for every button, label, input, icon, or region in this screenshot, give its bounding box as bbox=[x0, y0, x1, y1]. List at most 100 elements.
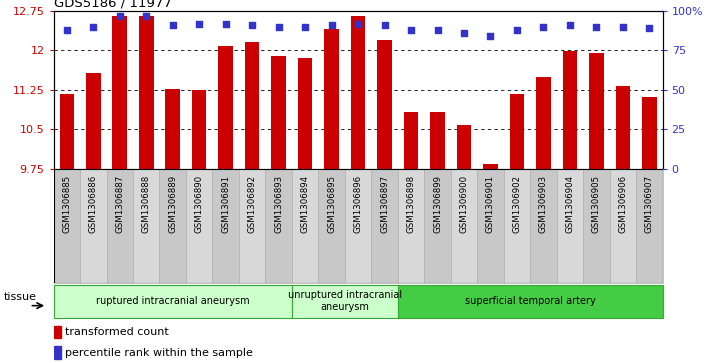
Text: GSM1306888: GSM1306888 bbox=[142, 175, 151, 233]
Point bbox=[564, 22, 575, 28]
Bar bbox=[239, 169, 266, 283]
Bar bbox=[54, 326, 61, 338]
Bar bbox=[318, 169, 345, 283]
Bar bbox=[133, 169, 159, 283]
Point bbox=[511, 27, 523, 33]
Point bbox=[141, 13, 152, 19]
Point bbox=[485, 33, 496, 39]
Bar bbox=[615, 86, 630, 169]
Point bbox=[406, 27, 417, 33]
Point bbox=[353, 21, 364, 26]
Text: GSM1306906: GSM1306906 bbox=[618, 175, 628, 233]
Text: GSM1306889: GSM1306889 bbox=[169, 175, 177, 233]
Bar bbox=[642, 97, 657, 169]
Point bbox=[643, 25, 655, 31]
Text: GSM1306905: GSM1306905 bbox=[592, 175, 601, 233]
Text: GSM1306887: GSM1306887 bbox=[115, 175, 124, 233]
Bar bbox=[451, 169, 477, 283]
Bar bbox=[457, 125, 471, 169]
Bar bbox=[139, 16, 154, 169]
Bar bbox=[503, 169, 531, 283]
Bar bbox=[483, 163, 498, 169]
Bar bbox=[583, 169, 610, 283]
Bar bbox=[59, 94, 74, 169]
Bar bbox=[531, 169, 557, 283]
Bar bbox=[54, 169, 80, 283]
Point bbox=[167, 22, 178, 28]
Text: GSM1306899: GSM1306899 bbox=[433, 175, 442, 233]
Text: GSM1306903: GSM1306903 bbox=[539, 175, 548, 233]
Text: ruptured intracranial aneurysm: ruptured intracranial aneurysm bbox=[96, 296, 249, 306]
Bar bbox=[106, 169, 133, 283]
Bar bbox=[371, 169, 398, 283]
Text: GSM1306901: GSM1306901 bbox=[486, 175, 495, 233]
Bar bbox=[245, 42, 259, 169]
Bar bbox=[54, 285, 292, 318]
Bar bbox=[166, 89, 180, 169]
Bar bbox=[589, 53, 603, 169]
Text: GSM1306892: GSM1306892 bbox=[248, 175, 256, 233]
Text: transformed count: transformed count bbox=[65, 327, 169, 337]
Text: percentile rank within the sample: percentile rank within the sample bbox=[65, 347, 253, 358]
Point bbox=[61, 27, 73, 33]
Point bbox=[326, 22, 337, 28]
Text: GSM1306904: GSM1306904 bbox=[565, 175, 574, 233]
Text: GSM1306896: GSM1306896 bbox=[353, 175, 363, 233]
Bar bbox=[345, 169, 371, 283]
Bar bbox=[398, 169, 424, 283]
Text: GDS5186 / 11977: GDS5186 / 11977 bbox=[54, 0, 171, 10]
Point bbox=[273, 24, 284, 30]
Bar bbox=[192, 90, 206, 169]
Bar bbox=[113, 16, 127, 169]
Text: GSM1306890: GSM1306890 bbox=[195, 175, 203, 233]
Point bbox=[432, 27, 443, 33]
Text: superficial temporal artery: superficial temporal artery bbox=[465, 296, 595, 306]
Bar bbox=[636, 169, 663, 283]
Bar bbox=[159, 169, 186, 283]
Point bbox=[590, 24, 602, 30]
Point bbox=[88, 24, 99, 30]
Bar bbox=[431, 113, 445, 169]
Point bbox=[379, 22, 391, 28]
Text: GSM1306898: GSM1306898 bbox=[406, 175, 416, 233]
Text: GSM1306897: GSM1306897 bbox=[380, 175, 389, 233]
Text: GSM1306900: GSM1306900 bbox=[460, 175, 468, 233]
Text: GSM1306894: GSM1306894 bbox=[301, 175, 310, 233]
Bar bbox=[403, 113, 418, 169]
Bar bbox=[563, 52, 577, 169]
Bar bbox=[292, 285, 398, 318]
Bar bbox=[610, 169, 636, 283]
Text: GSM1306885: GSM1306885 bbox=[62, 175, 71, 233]
Text: GSM1306895: GSM1306895 bbox=[327, 175, 336, 233]
Bar bbox=[186, 169, 213, 283]
Bar bbox=[377, 40, 392, 169]
Bar bbox=[324, 29, 339, 169]
Bar bbox=[86, 73, 101, 169]
Bar bbox=[292, 169, 318, 283]
Text: GSM1306907: GSM1306907 bbox=[645, 175, 654, 233]
Bar bbox=[424, 169, 451, 283]
Bar bbox=[271, 56, 286, 169]
Point bbox=[458, 30, 470, 36]
Bar bbox=[557, 169, 583, 283]
Point bbox=[538, 24, 549, 30]
Point bbox=[617, 24, 628, 30]
Bar bbox=[298, 58, 313, 169]
Bar bbox=[351, 16, 366, 169]
Point bbox=[114, 13, 126, 19]
Text: tissue: tissue bbox=[4, 292, 36, 302]
Bar bbox=[218, 46, 233, 169]
Bar bbox=[213, 169, 239, 283]
Point bbox=[246, 22, 258, 28]
Bar bbox=[80, 169, 106, 283]
Text: GSM1306902: GSM1306902 bbox=[513, 175, 521, 233]
Text: GSM1306886: GSM1306886 bbox=[89, 175, 98, 233]
Bar bbox=[398, 285, 663, 318]
Bar bbox=[510, 94, 524, 169]
Text: GSM1306893: GSM1306893 bbox=[274, 175, 283, 233]
Text: unruptured intracranial
aneurysm: unruptured intracranial aneurysm bbox=[288, 290, 402, 313]
Bar bbox=[536, 77, 550, 169]
Point bbox=[220, 21, 231, 26]
Bar bbox=[266, 169, 292, 283]
Bar bbox=[54, 346, 61, 359]
